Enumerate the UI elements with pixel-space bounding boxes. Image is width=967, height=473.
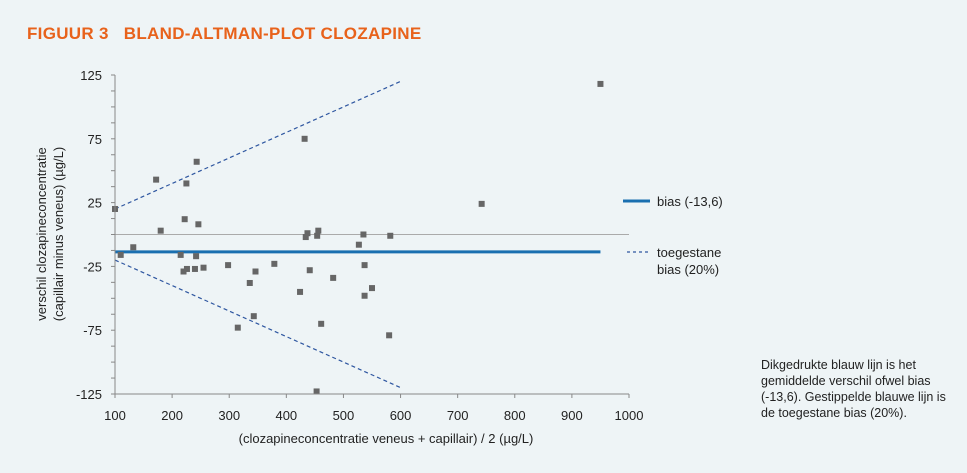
data-point — [314, 232, 321, 239]
x-axis-label: (clozapineconcentratie veneus + capillai… — [239, 431, 534, 446]
figure-label: FIGUUR 3 — [27, 24, 109, 43]
y-tick-label: 125 — [80, 68, 102, 83]
data-point — [195, 221, 202, 228]
data-point — [313, 388, 320, 395]
limit-line-upper — [114, 80, 401, 210]
x-tick-label: 800 — [504, 408, 526, 423]
data-point — [271, 260, 278, 267]
x-tick-label: 500 — [333, 408, 355, 423]
data-point — [360, 231, 367, 238]
data-point — [246, 279, 253, 286]
x-tick-label: 900 — [561, 408, 583, 423]
limit-line-lower — [114, 259, 401, 389]
data-point — [250, 313, 257, 320]
data-point — [183, 180, 190, 187]
x-tick-label: 100 — [104, 408, 126, 423]
data-point — [297, 288, 304, 295]
data-point — [597, 80, 604, 87]
data-point — [225, 262, 232, 269]
x-tick-label: 1000 — [615, 408, 644, 423]
data-point — [180, 268, 187, 275]
figure-title: FIGUUR 3 BLAND-ALTMAN-PLOT CLOZAPINE — [27, 24, 431, 44]
data-point — [315, 227, 322, 234]
legend-limit-label-line1: toegestane — [657, 245, 721, 260]
data-point — [181, 216, 188, 223]
data-point — [252, 268, 259, 275]
x-tick-label: 300 — [218, 408, 240, 423]
y-tick-label: -75 — [83, 323, 102, 338]
data-point — [478, 200, 485, 207]
data-point — [177, 251, 184, 258]
y-axis-label-line2: (capillair minus veneus) (µg/L) — [51, 147, 66, 321]
y-axis-label: verschil clozapineconcentratie (capillair… — [34, 147, 66, 321]
x-tick-label: 700 — [447, 408, 469, 423]
x-tick-label: 400 — [275, 408, 297, 423]
data-point — [330, 274, 337, 281]
data-point — [183, 265, 190, 272]
data-point — [193, 253, 200, 260]
legend-limit-label-line2: bias (20%) — [657, 262, 719, 277]
data-point — [386, 332, 393, 339]
y-tick-label: -125 — [76, 387, 102, 402]
legend-bias-label: bias (-13,6) — [657, 194, 723, 209]
y-axis-label-line1: verschil clozapineconcentratie — [34, 147, 49, 320]
data-point — [318, 320, 325, 327]
y-tick-label: 75 — [88, 132, 102, 147]
data-point — [361, 262, 368, 269]
data-point — [387, 232, 394, 239]
data-point — [361, 292, 368, 299]
x-tick-label: 200 — [161, 408, 183, 423]
data-point — [157, 227, 164, 234]
data-point — [193, 158, 200, 165]
data-point — [234, 324, 241, 331]
data-point — [301, 135, 308, 142]
data-point — [200, 264, 207, 271]
data-point — [130, 244, 137, 251]
data-point — [304, 230, 311, 237]
y-tick-label: 25 — [88, 196, 102, 211]
data-point — [306, 267, 313, 274]
data-point — [117, 251, 124, 258]
chart-caption: Dikgedrukte blauw lijn is het gemiddelde… — [761, 358, 946, 420]
data-point — [191, 265, 198, 272]
x-tick-label: 600 — [390, 408, 412, 423]
data-point — [355, 241, 362, 248]
y-tick-label: -25 — [83, 259, 102, 274]
figure-title-text: BLAND-ALTMAN-PLOT CLOZAPINE — [123, 24, 422, 43]
data-point — [302, 234, 309, 241]
data-point — [369, 285, 375, 292]
data-point — [153, 176, 160, 183]
